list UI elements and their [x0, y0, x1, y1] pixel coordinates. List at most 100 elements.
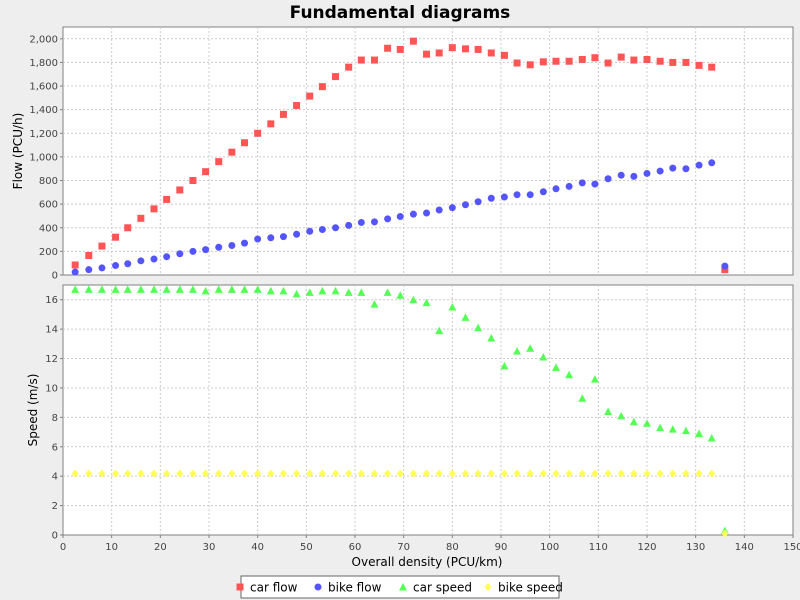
bike-speed-point	[435, 469, 443, 478]
flow-y-tick-label: 1,400	[29, 105, 58, 116]
car-speed-point	[318, 286, 327, 295]
x-tick-label: 80	[446, 542, 459, 553]
car-speed-point	[578, 394, 587, 402]
bike-speed-point	[332, 469, 340, 478]
car-speed-point	[111, 285, 120, 293]
car-flow-point	[267, 120, 275, 128]
bike-speed-point	[318, 469, 326, 478]
car-flow-point	[695, 61, 703, 69]
car-speed-point	[136, 285, 145, 293]
x-axis-label: Overall density (PCU/km)	[352, 555, 503, 569]
bike-speed-point	[617, 469, 625, 478]
car-flow-point	[526, 61, 534, 69]
car-speed-point	[162, 285, 171, 293]
car-speed-point	[656, 423, 665, 432]
car-flow-point	[578, 55, 586, 63]
bike-speed-point	[306, 469, 314, 478]
legend-bike-speed-marker	[484, 583, 492, 591]
bike-speed-point	[85, 469, 93, 478]
bike-speed-point	[682, 469, 690, 478]
x-tick-label: 130	[686, 542, 705, 553]
bike-flow-point	[435, 206, 443, 214]
bike-speed-point	[409, 469, 417, 478]
car-flow-point	[513, 59, 521, 67]
legend-car-flow-marker	[236, 583, 244, 591]
flow-y-tick-label: 0	[52, 271, 58, 282]
car-flow-point	[409, 37, 417, 45]
bike-speed-point	[254, 469, 262, 478]
bike-flow-point	[112, 262, 120, 270]
car-flow-point	[137, 214, 145, 222]
bike-flow-point	[345, 221, 353, 229]
flow-y-tick-label: 800	[39, 176, 58, 187]
car-speed-point	[331, 286, 340, 295]
car-speed-point	[474, 323, 483, 332]
x-tick-label: 90	[495, 542, 508, 553]
bike-speed-point	[591, 469, 599, 478]
bike-speed-point	[656, 469, 664, 478]
speed-y-tick-label: 16	[45, 295, 58, 306]
bike-flow-point	[137, 257, 145, 265]
bike-flow-point	[409, 210, 417, 218]
bike-flow-point	[695, 161, 703, 169]
car-flow-point	[552, 57, 560, 65]
car-flow-point	[500, 51, 508, 59]
x-tick-label: 0	[60, 542, 66, 553]
bike-flow-point	[357, 218, 365, 226]
bike-flow-point	[643, 169, 651, 177]
car-speed-point	[279, 286, 288, 295]
bike-flow-point	[254, 235, 262, 243]
bike-speed-point	[708, 469, 716, 478]
car-speed-point	[604, 407, 613, 415]
speed-y-tick-label: 10	[45, 383, 58, 394]
car-speed-point	[422, 298, 431, 307]
car-speed-point	[695, 429, 704, 438]
bike-speed-point	[215, 469, 223, 478]
car-speed-point	[84, 285, 93, 293]
speed-plot-area	[62, 284, 794, 536]
car-flow-point	[656, 57, 664, 65]
bike-speed-point	[695, 469, 703, 478]
bike-speed-point	[202, 469, 210, 478]
bike-flow-point	[150, 255, 158, 263]
car-flow-point	[124, 224, 132, 232]
legend-car-speed-marker	[399, 583, 407, 591]
bike-speed-point	[279, 469, 287, 478]
car-speed-point	[253, 285, 262, 293]
bike-flow-point	[306, 227, 314, 235]
car-speed-point	[240, 285, 249, 293]
flow-plot-gridlines	[63, 27, 793, 275]
bike-speed-point	[241, 469, 249, 478]
speed-y-tick-label: 14	[45, 325, 58, 336]
flow-y-tick-label: 1,000	[29, 152, 58, 163]
car-speed-point	[383, 288, 392, 296]
bike-flow-point	[332, 224, 340, 232]
car-flow-point	[71, 261, 79, 269]
car-flow-point	[98, 242, 106, 250]
car-speed-point	[617, 411, 626, 420]
legend-items: car flow bike flow car speed bike speed	[236, 581, 563, 595]
bike-speed-point	[176, 469, 184, 478]
car-flow-point	[357, 56, 365, 64]
bike-flow-point	[448, 204, 456, 212]
bike-speed-point	[189, 469, 197, 478]
car-speed-point	[590, 375, 599, 383]
car-speed-point	[435, 326, 444, 335]
bike-flow-point	[267, 234, 275, 242]
bike-speed-point	[71, 469, 79, 478]
x-tick-label: 140	[735, 542, 754, 553]
bike-flow-point	[539, 188, 547, 196]
bike-speed-point	[98, 469, 106, 478]
speed-plot-y-ticks: 0 2 4 6 8 10 12 14 16	[45, 295, 63, 542]
bike-speed-point	[267, 469, 275, 478]
car-flow-point	[279, 110, 287, 118]
flow-y-tick-label: 1,800	[29, 58, 58, 69]
bike-flow-point	[500, 193, 508, 201]
bike-speed-point	[112, 469, 120, 478]
car-speed-point	[487, 333, 496, 342]
bike-speed-point	[384, 469, 392, 478]
speed-y-axis-label: Speed (m/s)	[26, 374, 40, 447]
car-flow-point	[669, 58, 677, 66]
car-speed-point	[565, 370, 574, 379]
legend-bike-flow-marker	[314, 583, 322, 591]
